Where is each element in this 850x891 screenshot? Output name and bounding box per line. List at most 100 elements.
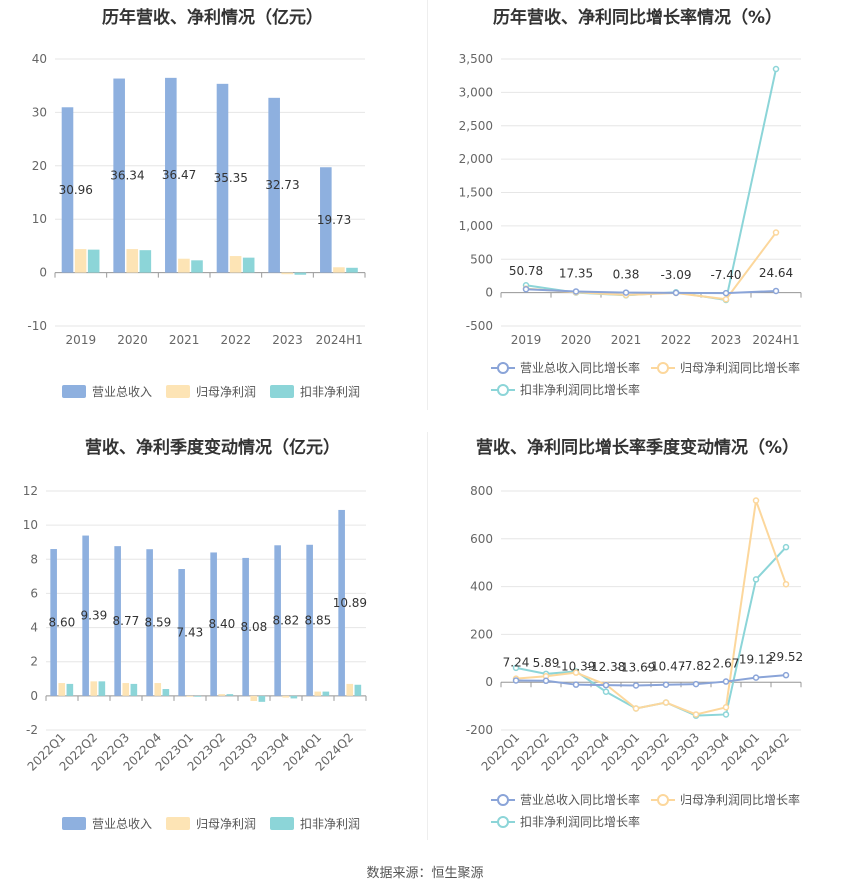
y-tick-label: 400 bbox=[470, 580, 493, 594]
bar-revenue bbox=[306, 544, 313, 696]
data-point bbox=[752, 576, 760, 583]
bar-deducted-profit bbox=[346, 267, 358, 273]
bar-deducted-profit bbox=[242, 257, 255, 273]
y-tick-label: 30 bbox=[32, 105, 47, 119]
bar-revenue bbox=[268, 97, 280, 273]
y-tick-label: 2 bbox=[30, 655, 38, 669]
series-line-deducted-profit-growth bbox=[525, 68, 777, 302]
data-point bbox=[722, 704, 730, 711]
y-tick-label: 3,500 bbox=[459, 52, 493, 66]
data-label: -3.09 bbox=[660, 268, 691, 282]
x-tick-label: 2022 bbox=[661, 333, 692, 347]
y-tick-label: 0 bbox=[485, 286, 493, 300]
bar-deducted-profit bbox=[354, 684, 362, 696]
chart-title: 历年营收、净利同比增长率情况（%） bbox=[492, 8, 783, 28]
data-point bbox=[782, 543, 790, 551]
data-label: 35.35 bbox=[214, 171, 248, 185]
data-label: 2.67 bbox=[713, 657, 740, 671]
legend-label: 扣非净利润 bbox=[300, 385, 360, 399]
x-tick-label: 2020 bbox=[561, 333, 592, 347]
bar-revenue bbox=[114, 546, 121, 696]
data-label: 36.34 bbox=[110, 169, 144, 183]
y-tick-label: 0 bbox=[30, 689, 38, 703]
data-point bbox=[772, 229, 780, 236]
x-tick-label: 2024H1 bbox=[752, 333, 799, 347]
legend-label: 营业总收入同比增长率 bbox=[520, 360, 640, 375]
y-tick-label: 1,500 bbox=[459, 186, 493, 200]
legend-label: 归母净利润 bbox=[196, 385, 256, 399]
bar-revenue bbox=[210, 552, 217, 696]
y-tick-label: 8 bbox=[30, 552, 38, 566]
bar-revenue bbox=[320, 167, 332, 273]
data-label: 8.08 bbox=[241, 620, 268, 634]
legend-marker bbox=[657, 362, 669, 374]
x-tick-label: 2021 bbox=[169, 333, 200, 347]
y-tick-label: 3,000 bbox=[459, 85, 493, 99]
data-label: 8.77 bbox=[113, 614, 140, 628]
chart-title: 营收、净利季度变动情况（亿元） bbox=[85, 438, 340, 458]
series-line-revenue-growth bbox=[515, 674, 787, 687]
legend-label: 营业总收入 bbox=[92, 385, 152, 399]
series-line-revenue-growth bbox=[525, 288, 777, 295]
data-point bbox=[672, 289, 680, 297]
bar-net-profit bbox=[229, 256, 242, 273]
y-tick-label: 200 bbox=[470, 627, 493, 641]
data-label: -12.38 bbox=[587, 660, 626, 674]
bar-net-profit bbox=[314, 691, 322, 696]
legend-swatch bbox=[62, 385, 86, 398]
legend-label: 扣非净利润同比增长率 bbox=[520, 382, 640, 397]
x-tick-label: 2022 bbox=[221, 333, 252, 347]
data-point bbox=[632, 705, 640, 712]
legend-marker bbox=[497, 384, 509, 396]
bar-revenue bbox=[274, 545, 281, 696]
chart-title: 历年营收、净利情况（亿元） bbox=[102, 8, 323, 28]
data-point bbox=[542, 677, 550, 685]
data-point bbox=[572, 288, 580, 295]
y-tick-label: -500 bbox=[466, 319, 493, 333]
legend-marker bbox=[497, 362, 509, 374]
data-label: -7.82 bbox=[680, 659, 711, 673]
x-tick-label: 2023 bbox=[711, 333, 742, 347]
data-label: 50.78 bbox=[509, 264, 543, 278]
legend-label: 营业总收入 bbox=[92, 817, 152, 831]
data-label: 32.73 bbox=[265, 178, 299, 192]
data-point bbox=[512, 664, 520, 672]
data-label: 8.59 bbox=[145, 616, 172, 630]
data-point bbox=[692, 711, 700, 718]
legend-label: 扣非净利润 bbox=[300, 817, 360, 831]
legend-marker bbox=[497, 816, 509, 828]
bar-deducted-profit bbox=[258, 695, 266, 702]
annual-growth-rate-chart: 历年营收、净利同比增长率情况（%） -500 0 500 1,000 1,500 2,00… bbox=[425, 0, 850, 420]
legend-label: 归母净利润同比增长率 bbox=[680, 792, 800, 807]
bar-deducted-profit bbox=[290, 695, 298, 699]
y-tick-label: 800 bbox=[470, 484, 493, 498]
bar-net-profit bbox=[58, 683, 66, 696]
data-point bbox=[722, 711, 730, 718]
x-tick-label: 2024H1 bbox=[316, 333, 363, 347]
legend-label: 扣非净利润同比增长率 bbox=[520, 814, 640, 829]
legend-swatch bbox=[270, 817, 294, 830]
legend-swatch bbox=[62, 817, 86, 830]
bar-net-profit bbox=[90, 681, 98, 696]
legend-marker bbox=[657, 794, 669, 806]
chart-canvas: -10 0 10 20 30 40 2019 2020 2021 2022 2023 2024H1 30… bbox=[27, 52, 366, 399]
legend-label: 归母净利润 bbox=[196, 817, 256, 831]
data-point bbox=[772, 65, 780, 73]
y-tick-label: 6 bbox=[30, 586, 38, 600]
bar-revenue bbox=[338, 509, 345, 696]
data-source-note: 数据来源：恒生聚源 bbox=[366, 866, 484, 881]
y-tick-label: -10 bbox=[27, 319, 47, 333]
chart-canvas: -20246810122022Q12022Q22022Q32022Q42023Q… bbox=[23, 484, 367, 831]
data-label: 9.39 bbox=[81, 609, 108, 623]
data-label: 24.64 bbox=[759, 266, 793, 280]
y-tick-label: -200 bbox=[466, 723, 493, 737]
data-label: 29.52 bbox=[769, 650, 803, 664]
bar-deducted-profit bbox=[191, 260, 203, 273]
chart-canvas: -20002004006008002022Q12022Q22022Q32022Q… bbox=[466, 484, 803, 829]
data-point bbox=[622, 289, 630, 296]
y-tick-label: 10 bbox=[32, 212, 47, 226]
data-label: 8.85 bbox=[305, 613, 332, 627]
data-point bbox=[602, 681, 610, 689]
y-tick-label: 40 bbox=[32, 52, 47, 66]
bar-revenue bbox=[178, 569, 185, 696]
